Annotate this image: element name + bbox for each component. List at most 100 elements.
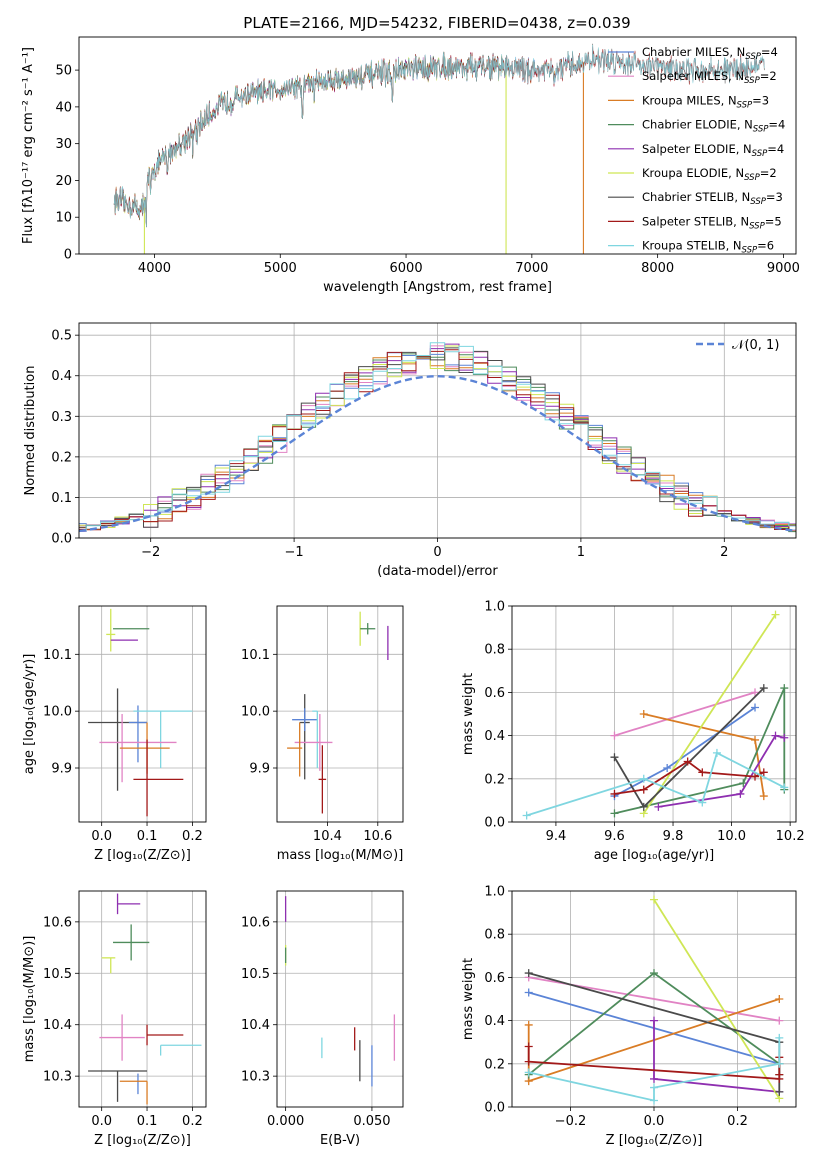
legend-label: Kroupa ELODIE, NSSP=2 — [642, 166, 777, 183]
x-tick-label: 0.0 — [644, 1114, 665, 1129]
weight-point-marker — [771, 610, 780, 619]
legend-label-main: Chabrier STELIB, N — [642, 190, 750, 204]
legend-label-tail: =3 — [752, 93, 769, 107]
x-tick-label: 9.6 — [604, 829, 625, 844]
weight-point-marker — [698, 768, 707, 777]
legend-label: Salpeter MILES, NSSP=2 — [642, 69, 777, 86]
legend-label-subscript: SSP — [737, 100, 753, 110]
spectrum-panel: 4000 5000 6000 7000 8000 9000 0 10 20 30 40 50 wavel… — [21, 36, 800, 295]
weight-point-marker — [524, 969, 533, 978]
weight-series-line — [614, 760, 765, 795]
weight-point-marker — [698, 798, 707, 807]
weight-point-marker — [780, 783, 789, 792]
x-tick-label: −1 — [285, 545, 304, 560]
x-axis-label: Z [log₁₀(Z/Z⊙)] — [94, 1133, 191, 1148]
y-tick-label: 0.4 — [51, 369, 72, 384]
mass-weight-vs-metallicity-panel: −0.2 0.0 0.2 0.0 0.2 0.4 0.6 0.8 1.0 Z [log₁₀(Z/Z… — [461, 885, 797, 1148]
mass-vs-metallicity-panel: 0.0 0.1 0.2 10.3 10.4 10.5 10.6 Z [log₁₀(Z/Z⊙)]… — [22, 890, 207, 1148]
y-tick-label: 10.1 — [241, 648, 270, 663]
y-tick-label: 20 — [55, 174, 72, 189]
y-tick-label: 10.6 — [43, 915, 72, 930]
weight-point-marker — [524, 988, 533, 997]
legend-label: Salpeter STELIB, NSSP=5 — [642, 214, 782, 231]
legend-label-normal: 𝒩(0, 1) — [732, 338, 779, 353]
x-tick-label: 0 — [433, 545, 441, 560]
y-tick-label: 9.9 — [51, 762, 72, 777]
plot-frame — [78, 322, 797, 539]
weight-point-marker — [663, 764, 672, 772]
x-tick-label: 0.0 — [91, 829, 112, 844]
spectrum-series-line — [113, 51, 507, 226]
weight-point-marker — [751, 688, 760, 697]
x-tick-label: 10.4 — [313, 829, 342, 844]
plot-frame — [78, 605, 207, 823]
plot-frame — [511, 890, 797, 1108]
x-axis-label: wavelength [Angstrom, rest frame] — [323, 280, 552, 295]
weight-point-marker — [524, 1020, 533, 1029]
y-tick-label: 0.8 — [484, 643, 505, 658]
y-tick-label: 0.4 — [484, 1014, 505, 1029]
weight-point-marker — [639, 785, 648, 794]
histogram-series-steps — [79, 352, 796, 531]
weight-point-marker — [780, 684, 789, 693]
weight-point-marker — [524, 1057, 533, 1066]
histogram-series-steps — [79, 353, 796, 533]
legend-label-subscript: SSP — [752, 149, 768, 159]
y-tick-label: 10.0 — [43, 705, 72, 720]
weight-point-marker — [775, 1059, 784, 1068]
mass-weight-vs-age-panel: 9.4 9.6 9.8 10.0 10.2 0.0 0.2 0.4 0.6 0.8 1.0 age [… — [461, 600, 805, 864]
x-tick-label: 6000 — [390, 261, 423, 276]
weight-point-marker — [751, 703, 760, 712]
weight-point-marker — [524, 1068, 533, 1077]
legend-label-tail: =4 — [768, 118, 785, 132]
y-tick-label: 0.0 — [51, 532, 72, 547]
legend-label-main: Salpeter ELODIE, N — [642, 142, 752, 156]
plot-frame — [78, 890, 207, 1108]
weight-point-marker — [639, 802, 648, 811]
legend-label-tail: =5 — [765, 214, 782, 228]
x-axis-label: Z [log₁₀(Z/Z⊙)] — [606, 1133, 703, 1148]
histogram-series-steps — [79, 356, 796, 532]
weight-point-marker — [751, 735, 760, 744]
y-tick-label: 9.9 — [249, 762, 270, 777]
x-tick-label: 0.1 — [137, 829, 158, 844]
legend-label-subscript: SSP — [753, 125, 769, 135]
y-tick-label: 10.4 — [241, 1018, 270, 1033]
legend-label-subscript: SSP — [742, 246, 758, 256]
y-tick-label: 10.5 — [241, 967, 270, 982]
weight-point-marker — [639, 710, 648, 718]
histogram-series-steps — [79, 345, 796, 530]
y-tick-label: 0.6 — [484, 971, 505, 986]
legend-label-main: Salpeter MILES, N — [642, 69, 744, 83]
legend-label-subscript: SSP — [744, 76, 760, 86]
weight-point-marker — [650, 895, 658, 904]
weight-point-marker — [775, 1070, 784, 1079]
y-tick-label: 0.1 — [51, 491, 72, 506]
weight-series-line — [643, 614, 777, 814]
x-tick-label: 0.050 — [353, 1114, 390, 1129]
y-tick-label: 10.0 — [241, 705, 270, 720]
x-tick-label: 2 — [720, 545, 728, 560]
weight-point-marker — [650, 1016, 658, 1025]
legend-label-tail: =2 — [760, 69, 777, 83]
y-tick-label: 0.2 — [484, 1057, 505, 1072]
y-tick-label: 10.3 — [241, 1070, 270, 1085]
residuals-histogram-panel: −2 −1 0 1 2 0.0 0.1 0.2 0.3 0.4 0.5 (data-model)/er… — [23, 322, 797, 579]
legend-label-subscript: SSP — [745, 52, 761, 62]
y-tick-label: 10.1 — [43, 648, 72, 663]
x-tick-label: 0.2 — [182, 1114, 203, 1129]
x-axis-label: mass [log₁₀(M/M⊙)] — [277, 848, 404, 863]
weight-point-marker — [650, 969, 658, 978]
y-tick-label: 0.0 — [484, 1101, 505, 1116]
spectrum-series-line — [113, 51, 507, 227]
x-tick-label: −0.2 — [555, 1114, 587, 1129]
weight-series-line — [614, 691, 756, 737]
weight-series-line — [613, 687, 765, 809]
legend-label-tail: =4 — [767, 142, 784, 156]
x-tick-label: 4000 — [138, 261, 171, 276]
weight-point-marker — [610, 789, 619, 798]
legend-label-main: Chabrier ELODIE, N — [642, 118, 753, 132]
x-axis-label: age [log₁₀(age/yr)] — [594, 848, 715, 863]
y-tick-label: 1.0 — [484, 885, 505, 900]
weight-point-marker — [610, 809, 619, 818]
